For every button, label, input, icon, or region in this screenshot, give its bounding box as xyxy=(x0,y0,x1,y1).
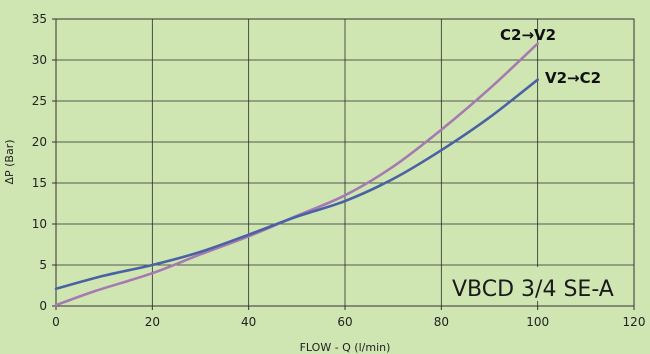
tick-labels: 0 20 40 60 80 100 120 0 5 10 15 20 25 30 35 xyxy=(32,12,646,329)
x-tick-label: 40 xyxy=(241,315,256,329)
x-tick-label: 80 xyxy=(434,315,449,329)
series-label-v2-c2: V2→C2 xyxy=(545,69,601,87)
y-tick-label: 0 xyxy=(39,299,47,313)
x-tick-label: 0 xyxy=(52,315,60,329)
x-tick-label: 100 xyxy=(526,315,549,329)
x-tick-label: 60 xyxy=(337,315,352,329)
y-axis-title: ΔP (Bar) xyxy=(3,139,16,184)
y-tick-label: 20 xyxy=(32,135,47,149)
y-tick-label: 10 xyxy=(32,217,47,231)
model-label-box xyxy=(443,267,629,301)
x-axis-title: FLOW - Q (l/min) xyxy=(300,341,391,354)
y-tick-label: 25 xyxy=(32,94,47,108)
x-tick-label: 20 xyxy=(145,315,160,329)
series-label-c2-v2: C2→V2 xyxy=(500,26,556,44)
y-tick-label: 35 xyxy=(32,12,47,26)
y-tick-label: 30 xyxy=(32,53,47,67)
x-tick-label: 120 xyxy=(623,315,646,329)
y-tick-label: 15 xyxy=(32,176,47,190)
model-label: VBCD 3/4 SE-A xyxy=(452,277,614,302)
y-tick-label: 5 xyxy=(39,258,47,272)
series-lines xyxy=(54,42,539,307)
series-line-v2-c2 xyxy=(54,78,539,291)
